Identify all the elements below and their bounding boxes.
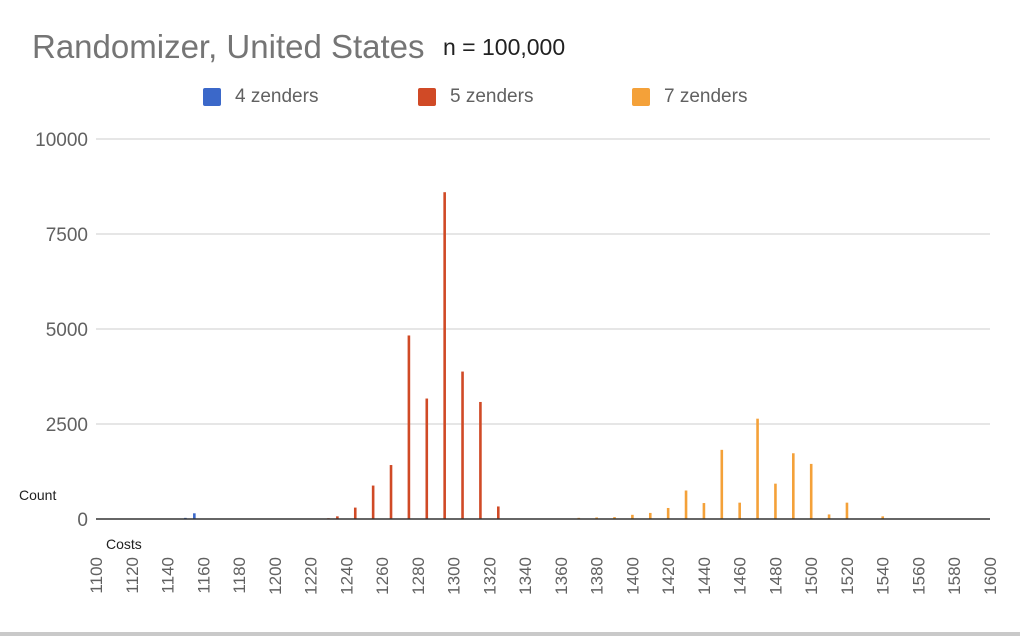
bar-7-zenders: [684, 490, 688, 519]
x-tick-label: 1420: [659, 557, 678, 595]
x-tick-label: 1260: [373, 557, 392, 595]
chart-legend: 4 zenders 5 zenders 7 zenders: [0, 86, 1020, 110]
bar-7-zenders: [809, 463, 813, 519]
x-tick-label: 1120: [123, 557, 142, 594]
legend-item-7-zenders[interactable]: 7 zenders: [632, 86, 747, 108]
bar-7-zenders: [702, 503, 706, 519]
x-tick-label: 1460: [731, 557, 750, 595]
legend-swatch-4-zenders: [203, 88, 221, 106]
chart-title: Randomizer, United States: [32, 28, 425, 65]
bar-5-zenders: [336, 516, 339, 519]
bar-5-zenders: [353, 507, 357, 519]
x-tick-label: 1360: [552, 557, 571, 595]
x-tick-label: 1320: [480, 557, 499, 595]
x-tick-label: 1400: [623, 557, 642, 595]
x-tick-label: 1300: [445, 557, 464, 595]
x-tick-label: 1280: [409, 557, 428, 595]
x-tick-label: 1140: [159, 557, 178, 594]
x-tick-label: 1580: [945, 557, 964, 595]
bar-7-zenders: [666, 507, 670, 519]
y-tick-label: 10000: [35, 130, 88, 151]
bar-5-zenders: [479, 401, 482, 519]
x-tick-label: 1480: [766, 557, 785, 595]
bar-7-zenders: [720, 449, 724, 519]
x-tick-label: 1560: [909, 557, 928, 595]
legend-label-7-zenders: 7 zenders: [664, 86, 748, 107]
bar-7-zenders: [631, 514, 634, 519]
y-tick-label: 5000: [46, 320, 88, 341]
bar-7-zenders: [648, 512, 652, 519]
legend-item-4-zenders[interactable]: 4 zenders: [203, 86, 318, 108]
x-axis-label: Costs: [106, 536, 142, 552]
x-tick-label: 1340: [516, 557, 535, 595]
bar-5-zenders: [371, 485, 375, 519]
legend-item-5-zenders[interactable]: 5 zenders: [418, 86, 533, 108]
y-axis-label: Count: [19, 487, 57, 503]
y-tick-label: 2500: [46, 415, 88, 436]
x-tick-label: 1520: [838, 557, 857, 595]
x-tick-label: 1100: [87, 557, 106, 594]
bar-5-zenders: [443, 192, 446, 519]
bar-5-zenders: [425, 398, 429, 519]
x-tick-label: 1240: [337, 557, 356, 595]
x-tick-label: 1160: [194, 557, 213, 594]
bar-7-zenders: [595, 517, 598, 519]
legend-swatch-7-zenders: [632, 88, 650, 106]
bar-5-zenders: [461, 371, 464, 519]
bar-5-zenders: [497, 506, 500, 519]
y-tick-label: 7500: [46, 225, 88, 246]
x-tick-label: 1440: [695, 557, 714, 595]
bar-7-zenders: [845, 502, 849, 519]
x-tick-label: 1600: [981, 557, 1000, 595]
x-tick-label: 1540: [874, 557, 893, 595]
x-tick-label: 1180: [230, 557, 249, 594]
x-tick-label: 1500: [802, 557, 821, 595]
x-tick-label: 1220: [302, 557, 321, 595]
chart-subtitle: n = 100,000: [443, 34, 566, 60]
y-tick-label: 0: [77, 510, 88, 531]
bar-7-zenders: [792, 453, 795, 519]
legend-swatch-5-zenders: [418, 88, 436, 106]
bar-4-zenders: [193, 513, 196, 519]
bar-5-zenders: [407, 335, 411, 519]
bar-7-zenders: [827, 514, 831, 519]
bar-7-zenders: [738, 502, 741, 519]
bar-7-zenders: [774, 483, 777, 519]
bar-5-zenders: [389, 465, 393, 519]
bar-7-zenders: [613, 517, 616, 519]
bar-7-zenders: [756, 418, 759, 519]
legend-label-5-zenders: 5 zenders: [450, 86, 534, 107]
bar-7-zenders: [881, 516, 885, 519]
x-tick-label: 1380: [588, 557, 607, 595]
legend-label-4-zenders: 4 zenders: [235, 86, 319, 107]
x-tick-label: 1200: [266, 557, 285, 595]
